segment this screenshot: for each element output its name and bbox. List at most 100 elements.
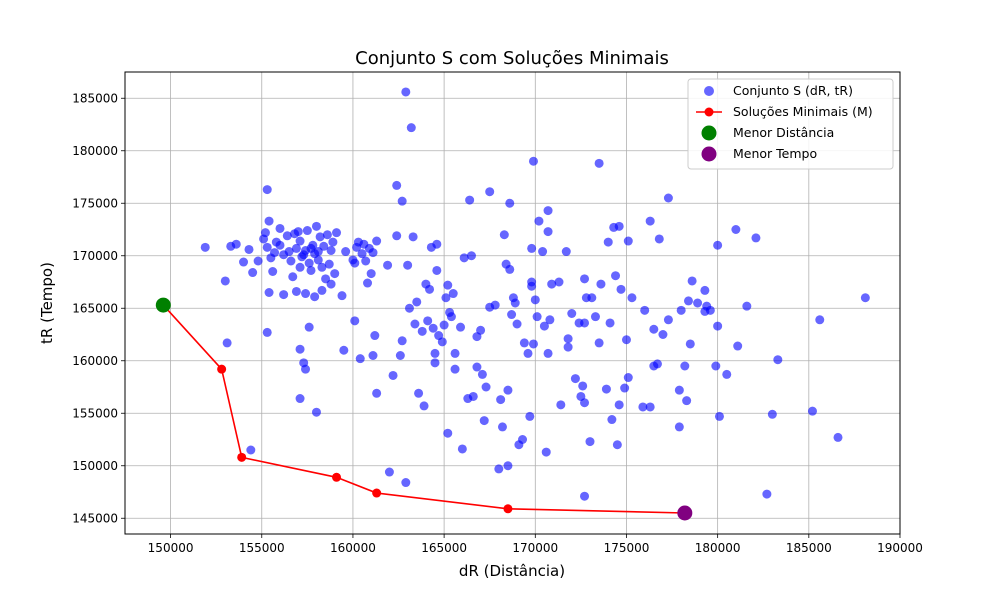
legend-label-minimais: Soluções Minimais (M): [733, 104, 873, 119]
scatter-point: [705, 305, 715, 315]
scatter-point: [722, 369, 732, 379]
scatter-point: [638, 402, 648, 412]
scatter-point: [590, 312, 600, 322]
scatter-point: [430, 348, 440, 358]
scatter-point: [322, 230, 332, 240]
scatter-point: [466, 251, 476, 261]
legend-marker-menor-distancia: [701, 125, 717, 141]
scatter-point: [620, 383, 630, 393]
scatter-point: [860, 293, 870, 303]
scatter-point: [295, 394, 305, 404]
scatter-point: [479, 416, 489, 426]
scatter-point: [539, 321, 549, 331]
scatter-point: [481, 382, 491, 392]
scatter-point: [676, 305, 686, 315]
scatter-point: [264, 288, 274, 297]
scatter-point: [580, 274, 590, 284]
scatter-point: [355, 354, 365, 364]
scatter-point: [556, 400, 566, 410]
y-tick-label: 175000: [72, 196, 118, 210]
scatter-point: [496, 395, 506, 405]
scatter-point: [578, 381, 588, 391]
scatter-point: [742, 301, 752, 311]
scatter-point: [295, 262, 305, 272]
scatter-point: [807, 406, 817, 416]
scatter-point: [304, 322, 314, 332]
scatter-point: [244, 244, 254, 254]
y-tick-label: 185000: [72, 91, 118, 105]
scatter-point: [457, 444, 467, 454]
scatter-point: [563, 342, 573, 352]
scatter-point: [499, 230, 509, 240]
scatter-point: [731, 225, 741, 234]
scatter-point: [359, 239, 369, 249]
scatter-point: [561, 247, 571, 257]
scatter-point: [301, 364, 311, 374]
scatter-point: [580, 491, 590, 501]
scatter-point: [580, 318, 590, 328]
scatter-point: [714, 411, 724, 421]
plot-frame: [124, 71, 901, 535]
scatter-point: [525, 411, 535, 421]
x-tick-label: 155000: [239, 541, 285, 555]
y-tick-label: 145000: [72, 511, 118, 525]
scatter-point: [685, 339, 695, 349]
scatter-point: [326, 279, 336, 289]
scatter-point: [570, 374, 580, 384]
scatter-point: [397, 336, 407, 346]
scatter-point: [700, 285, 710, 295]
scatter-point: [328, 237, 338, 247]
x-tick-label: 180000: [695, 541, 741, 555]
scatter-point: [580, 398, 590, 408]
scatter-point: [282, 231, 292, 241]
scatter-point: [601, 384, 611, 394]
scatter-point: [674, 422, 684, 432]
scatter-point: [275, 223, 285, 233]
minimal-solution-point: [372, 488, 382, 498]
scatter-point: [432, 265, 442, 275]
scatter-point: [295, 236, 305, 246]
scatter-point: [406, 123, 416, 133]
scatter-point: [383, 260, 393, 270]
scatter-point: [472, 362, 482, 372]
scatter-point: [627, 293, 637, 303]
scatter-point: [567, 309, 577, 318]
scatter-point: [623, 236, 633, 246]
scatter-point: [246, 445, 256, 455]
scatter-point: [554, 277, 564, 287]
scatter-point: [395, 351, 405, 360]
minimal-solution-point: [237, 452, 247, 462]
scatter-point: [388, 370, 398, 380]
x-axis-ticks: 150000 155000 160000 165000 170000 175000 1800…: [148, 534, 923, 555]
scatter-point: [200, 242, 210, 252]
scatter-point: [652, 359, 662, 369]
legend-label-menor-distancia: Menor Distância: [733, 125, 834, 140]
scatter-point: [815, 315, 825, 325]
scatter-point: [248, 268, 258, 278]
scatter-point: [290, 229, 300, 239]
scatter-point: [299, 250, 309, 260]
scatter-point: [439, 320, 449, 330]
scatter-point: [614, 221, 624, 231]
x-tick-label: 190000: [877, 541, 923, 555]
scatter-point: [450, 364, 460, 374]
scatter-point: [443, 428, 453, 438]
scatter-point: [543, 227, 553, 237]
legend-marker-minimais: [704, 107, 714, 117]
scatter-point: [585, 437, 595, 447]
scatter-point: [279, 290, 289, 300]
y-axis-ticks: 145000 150000 155000 160000 165000 170000 1750…: [72, 91, 125, 525]
scatter-point: [612, 440, 622, 450]
scatter-point: [596, 279, 606, 289]
scatter-point: [330, 269, 340, 279]
scatter-point: [417, 326, 427, 336]
scatter-point: [357, 249, 367, 259]
highlight-points: [155, 297, 693, 521]
scatter-point: [410, 319, 420, 329]
scatter-point: [302, 226, 312, 236]
menor-distancia-point: [155, 297, 171, 313]
scatter-point: [311, 221, 321, 231]
scatter-point: [477, 369, 487, 379]
scatter-point: [448, 289, 458, 299]
scatter-point: [468, 391, 478, 401]
